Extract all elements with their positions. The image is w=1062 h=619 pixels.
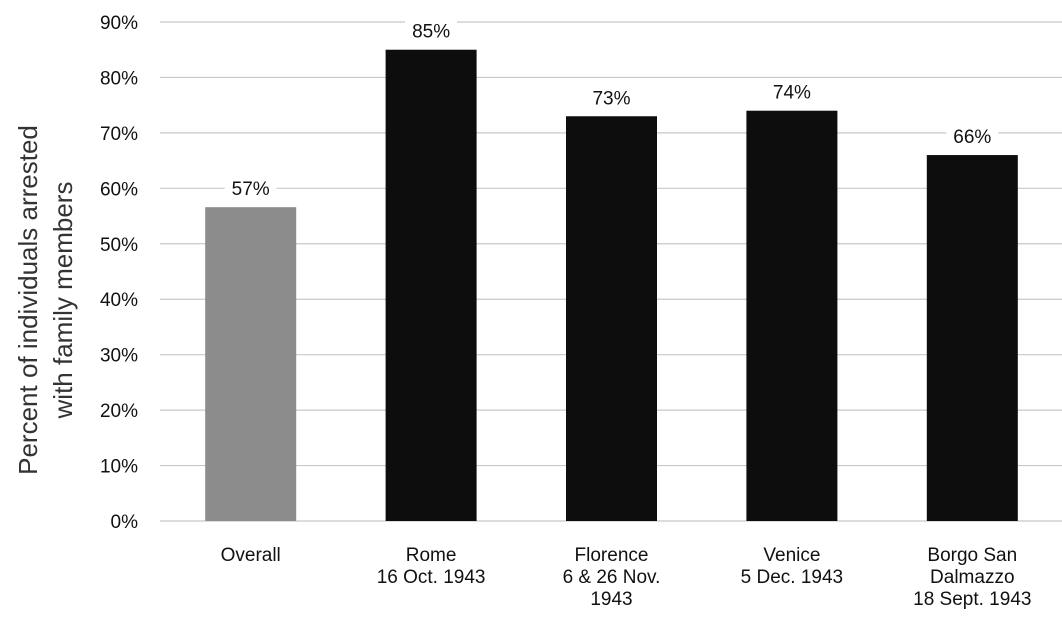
y-tick-label: 70% [100,124,138,145]
x-tick-label: Borgo San [927,545,1017,566]
y-axis-title-line: with family members [48,182,78,420]
y-tick-label: 50% [100,235,138,256]
data-label: 66% [953,127,991,148]
x-tick-label: 18 Sept. 1943 [913,589,1031,610]
bar [205,207,297,521]
y-tick-label: 0% [111,512,139,533]
bar [385,49,477,521]
x-tick-label: Rome [406,545,457,566]
data-label-backdrop [946,125,999,150]
data-label-backdrop [224,177,277,202]
bar [926,155,1018,522]
data-label-backdrop [405,19,458,44]
y-axis-ticks: 0% 10% 20% 30% 40% 50% 60% 70% 80% 90% [100,13,138,533]
x-tick-label: 5 Dec. 1943 [741,567,843,588]
y-axis-title: Percent of individuals arrested with fami… [13,125,78,475]
y-tick-label: 60% [100,179,138,200]
x-tick-label: Florence [575,545,649,566]
x-tick-label: Venice [763,545,820,566]
data-labels: 57% 85% 73% 74% 66% [224,19,999,202]
data-label-group: 73% [585,86,638,111]
data-label-backdrop [585,86,638,111]
data-label-backdrop [765,80,818,105]
x-tick-label: 1943 [590,589,632,610]
bar [566,116,657,521]
x-tick-label: 6 & 26 Nov. [563,567,661,588]
data-label-group: 57% [224,177,277,202]
data-label: 85% [412,22,450,43]
y-tick-label: 10% [100,457,138,478]
data-label: 57% [232,179,270,200]
data-label-group: 66% [946,125,999,150]
x-tick-label: Overall [221,545,281,566]
y-tick-label: 20% [100,401,138,422]
data-label-group: 85% [405,19,458,44]
x-tick-label: 16 Oct. 1943 [377,567,486,588]
data-label: 73% [592,88,630,109]
y-tick-label: 90% [100,13,138,34]
y-axis-title-line: Percent of individuals arrested [13,125,43,475]
x-tick-label: Dalmazzo [930,567,1014,588]
y-tick-label: 40% [100,290,138,311]
y-tick-label: 80% [100,68,138,89]
data-label: 74% [773,83,811,104]
y-tick-label: 30% [100,346,138,367]
data-label-group: 74% [765,80,818,105]
bars [205,49,1018,522]
bar [746,110,838,521]
